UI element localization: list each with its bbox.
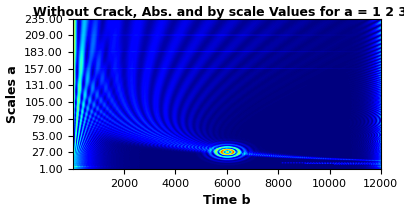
Y-axis label: Scales a: Scales a: [6, 65, 19, 123]
Title: Without Crack, Abs. and by scale Values for a = 1 2 3...: Without Crack, Abs. and by scale Values …: [33, 6, 404, 19]
X-axis label: Time b: Time b: [203, 194, 250, 207]
